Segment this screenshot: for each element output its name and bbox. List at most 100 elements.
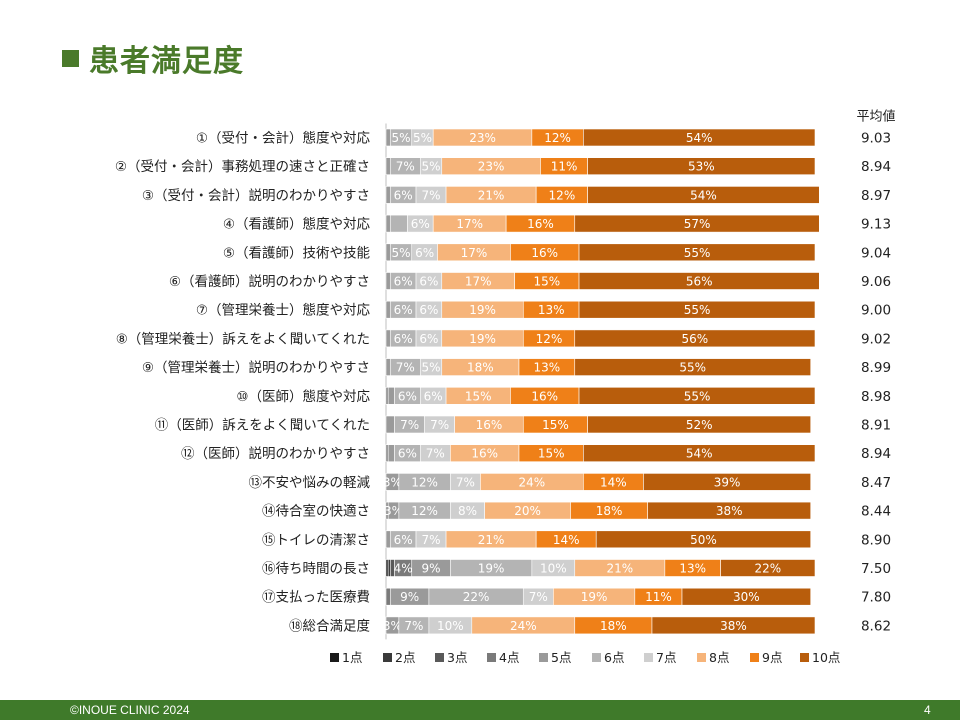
data-label: 16% (531, 246, 558, 260)
data-label: 5% (391, 246, 410, 260)
legend-swatch (435, 653, 444, 662)
data-label: 14% (600, 475, 627, 489)
bar-segment (574, 329, 816, 348)
legend-label: 9点 (762, 650, 782, 665)
bar-segment (385, 587, 391, 606)
data-label: 7% (400, 418, 419, 432)
average-value: 7.80 (861, 590, 891, 606)
data-label: 53% (688, 160, 715, 174)
data-label: 24% (519, 475, 546, 489)
bar-segment (578, 386, 816, 405)
data-label: 18% (467, 361, 494, 375)
bar-segment (385, 272, 391, 290)
data-label: 10% (437, 619, 464, 633)
page-title: 患者満足度 (62, 38, 244, 79)
legend-label: 2点 (395, 650, 415, 665)
legend-label: 3点 (447, 650, 467, 665)
average-value: 8.90 (861, 532, 891, 548)
bar-segment (385, 243, 391, 262)
category-label: ⑭待合室の快適さ (262, 503, 370, 520)
data-label: 17% (465, 275, 492, 289)
data-label: 15% (465, 389, 492, 403)
legend-label: 4点 (499, 650, 519, 665)
bar-segment (574, 214, 820, 233)
data-label: 6% (398, 447, 417, 461)
average-value: 8.47 (861, 475, 891, 491)
bar-segment (643, 473, 812, 491)
bar-segment (385, 530, 391, 549)
legend-label: 8点 (709, 650, 729, 665)
average-value: 7.50 (861, 561, 891, 577)
average-value: 9.02 (861, 331, 891, 347)
bar-segment (651, 616, 816, 635)
average-value: 9.03 (861, 131, 891, 147)
data-label: 3% (384, 504, 403, 518)
bar-segment (385, 128, 391, 147)
data-label: 13% (538, 303, 565, 317)
category-label: ⑫（医師）説明のわかりやすさ (181, 446, 370, 462)
bar-segment (385, 559, 389, 577)
legend-label: 5点 (551, 650, 571, 665)
data-label: 5% (422, 361, 441, 375)
data-label: 13% (534, 361, 561, 375)
data-label: 6% (424, 389, 443, 403)
data-label: 19% (581, 590, 608, 604)
data-label: 38% (720, 619, 747, 633)
average-value: 8.98 (861, 389, 891, 405)
data-label: 57% (684, 217, 711, 231)
bar-segment (389, 214, 408, 233)
data-label: 11% (551, 160, 578, 174)
data-label: 7% (529, 590, 548, 604)
data-label: 7% (422, 188, 441, 202)
data-label: 23% (469, 131, 496, 145)
legend-swatch (644, 653, 653, 662)
data-label: 7% (430, 418, 449, 432)
category-label: ⑯待ち時間の長さ (262, 561, 370, 577)
data-label: 19% (469, 332, 496, 346)
category-label: ⑪（医師）訴えをよく聞いてくれた (155, 418, 370, 434)
average-value: 8.99 (861, 360, 891, 376)
data-label: 6% (394, 303, 413, 317)
category-label: ⑦（管理栄養士）態度や対応 (196, 302, 371, 319)
data-label: 55% (679, 361, 706, 375)
data-label: 8% (458, 504, 477, 518)
data-label: 6% (419, 332, 438, 346)
page-title-text: 患者満足度 (89, 44, 244, 79)
data-label: 7% (422, 533, 441, 547)
category-label: ③（受付・会計）説明のわかりやすさ (142, 188, 370, 204)
data-label: 21% (478, 533, 505, 547)
data-label: 7% (404, 619, 423, 633)
bar-segment (578, 300, 816, 319)
legend-swatch (487, 653, 496, 662)
data-label: 55% (684, 389, 711, 403)
bar-segment (583, 128, 816, 147)
page-number: 4 (924, 703, 931, 717)
category-label: ⑰支払った医療費 (262, 589, 370, 606)
data-label: 5% (413, 131, 432, 145)
data-label: 14% (553, 533, 580, 547)
average-value: 9.00 (861, 303, 891, 319)
legend-label: 10点 (812, 650, 840, 665)
data-label: 6% (394, 275, 413, 289)
legend-swatch (383, 653, 392, 662)
title-square-icon (62, 49, 79, 67)
data-label: 3% (383, 475, 402, 489)
data-label: 12% (536, 332, 563, 346)
bar-segment (385, 444, 389, 463)
bar-segment (574, 358, 812, 376)
data-label: 12% (411, 504, 438, 518)
data-label: 30% (733, 590, 760, 604)
data-label: 21% (478, 188, 505, 202)
average-value: 8.91 (861, 418, 891, 434)
data-label: 18% (596, 504, 623, 518)
data-label: 56% (682, 332, 709, 346)
data-label: 6% (394, 332, 413, 346)
bar-segment (385, 329, 391, 348)
average-value: 8.62 (861, 618, 891, 634)
bar-segment (385, 157, 391, 175)
data-label: 55% (684, 246, 711, 260)
bar-segment (587, 157, 816, 175)
data-label: 6% (415, 246, 434, 260)
category-label: ②（受付・会計）事務処理の速さと正確さ (115, 159, 370, 175)
category-label: ⑱総合満足度 (289, 618, 370, 634)
